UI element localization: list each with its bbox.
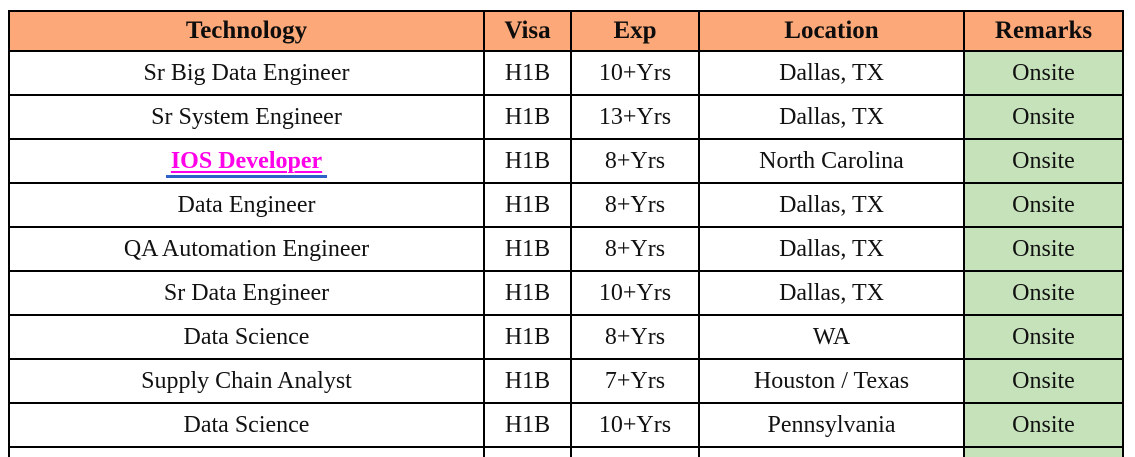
cell-exp: 13+Yrs [570,94,700,140]
table-row: Sr System Engineer H1B 13+Yrs Dallas, TX… [8,94,1124,140]
col-header-location: Location [698,10,965,52]
cell-visa: H1B [483,402,572,448]
cell-technology: Data Science [8,314,485,360]
cell-technology [8,446,485,457]
table-row-partial [8,446,1124,457]
table-row: Sr Data Engineer H1B 10+Yrs Dallas, TX O… [8,270,1124,316]
cell-visa: H1B [483,226,572,272]
col-header-remarks: Remarks [963,10,1124,52]
header-row: Technology Visa Exp Location Remarks [8,10,1124,52]
cell-exp: 8+Yrs [570,138,700,184]
cell-technology: Sr System Engineer [8,94,485,140]
cell-visa [483,446,572,457]
cell-technology: QA Automation Engineer [8,226,485,272]
job-hotlist-table: Technology Visa Exp Location Remarks Sr … [8,10,1124,457]
cell-location: Dallas, TX [698,270,965,316]
table-row: Data Engineer H1B 8+Yrs Dallas, TX Onsit… [8,182,1124,228]
cell-remarks: Onsite [963,226,1124,272]
table-row: Data Science H1B 10+Yrs Pennsylvania Ons… [8,402,1124,448]
cell-visa: H1B [483,358,572,404]
cell-visa: H1B [483,50,572,96]
cell-remarks: Onsite [963,94,1124,140]
col-header-visa: Visa [483,10,572,52]
cell-location: Dallas, TX [698,94,965,140]
cell-technology: Data Science [8,402,485,448]
table-row: IOS Developer H1B 8+Yrs North Carolina O… [8,138,1124,184]
cell-exp: 8+Yrs [570,226,700,272]
cell-location: Dallas, TX [698,226,965,272]
cell-exp [570,446,700,457]
cell-location: North Carolina [698,138,965,184]
cell-technology: Data Engineer [8,182,485,228]
cell-visa: H1B [483,182,572,228]
table-row: Sr Big Data Engineer H1B 10+Yrs Dallas, … [8,50,1124,96]
cell-exp: 8+Yrs [570,182,700,228]
cell-remarks: Onsite [963,270,1124,316]
ios-developer-link[interactable]: IOS Developer [165,147,328,178]
cell-exp: 10+Yrs [570,270,700,316]
cell-remarks: Onsite [963,182,1124,228]
cell-location: Pennsylvania [698,402,965,448]
cell-technology: Sr Big Data Engineer [8,50,485,96]
cell-visa: H1B [483,94,572,140]
cell-location: Dallas, TX [698,50,965,96]
cell-exp: 7+Yrs [570,358,700,404]
cell-technology: Supply Chain Analyst [8,358,485,404]
cell-remarks: Onsite [963,50,1124,96]
cell-visa: H1B [483,138,572,184]
cell-remarks: Onsite [963,314,1124,360]
cell-exp: 10+Yrs [570,402,700,448]
table-row: Supply Chain Analyst H1B 7+Yrs Houston /… [8,358,1124,404]
cell-technology: IOS Developer [8,138,485,184]
cell-remarks: Onsite [963,358,1124,404]
col-header-technology: Technology [8,10,485,52]
cell-visa: H1B [483,314,572,360]
cell-remarks: Onsite [963,402,1124,448]
cell-location: WA [698,314,965,360]
cell-exp: 8+Yrs [570,314,700,360]
cell-location: Dallas, TX [698,182,965,228]
cell-visa: H1B [483,270,572,316]
cell-remarks: Onsite [963,138,1124,184]
cell-location [698,446,965,457]
cell-location: Houston / Texas [698,358,965,404]
cell-exp: 10+Yrs [570,50,700,96]
cell-remarks [963,446,1124,457]
table-row: Data Science H1B 8+Yrs WA Onsite [8,314,1124,360]
table-row: QA Automation Engineer H1B 8+Yrs Dallas,… [8,226,1124,272]
cell-technology: Sr Data Engineer [8,270,485,316]
col-header-exp: Exp [570,10,700,52]
